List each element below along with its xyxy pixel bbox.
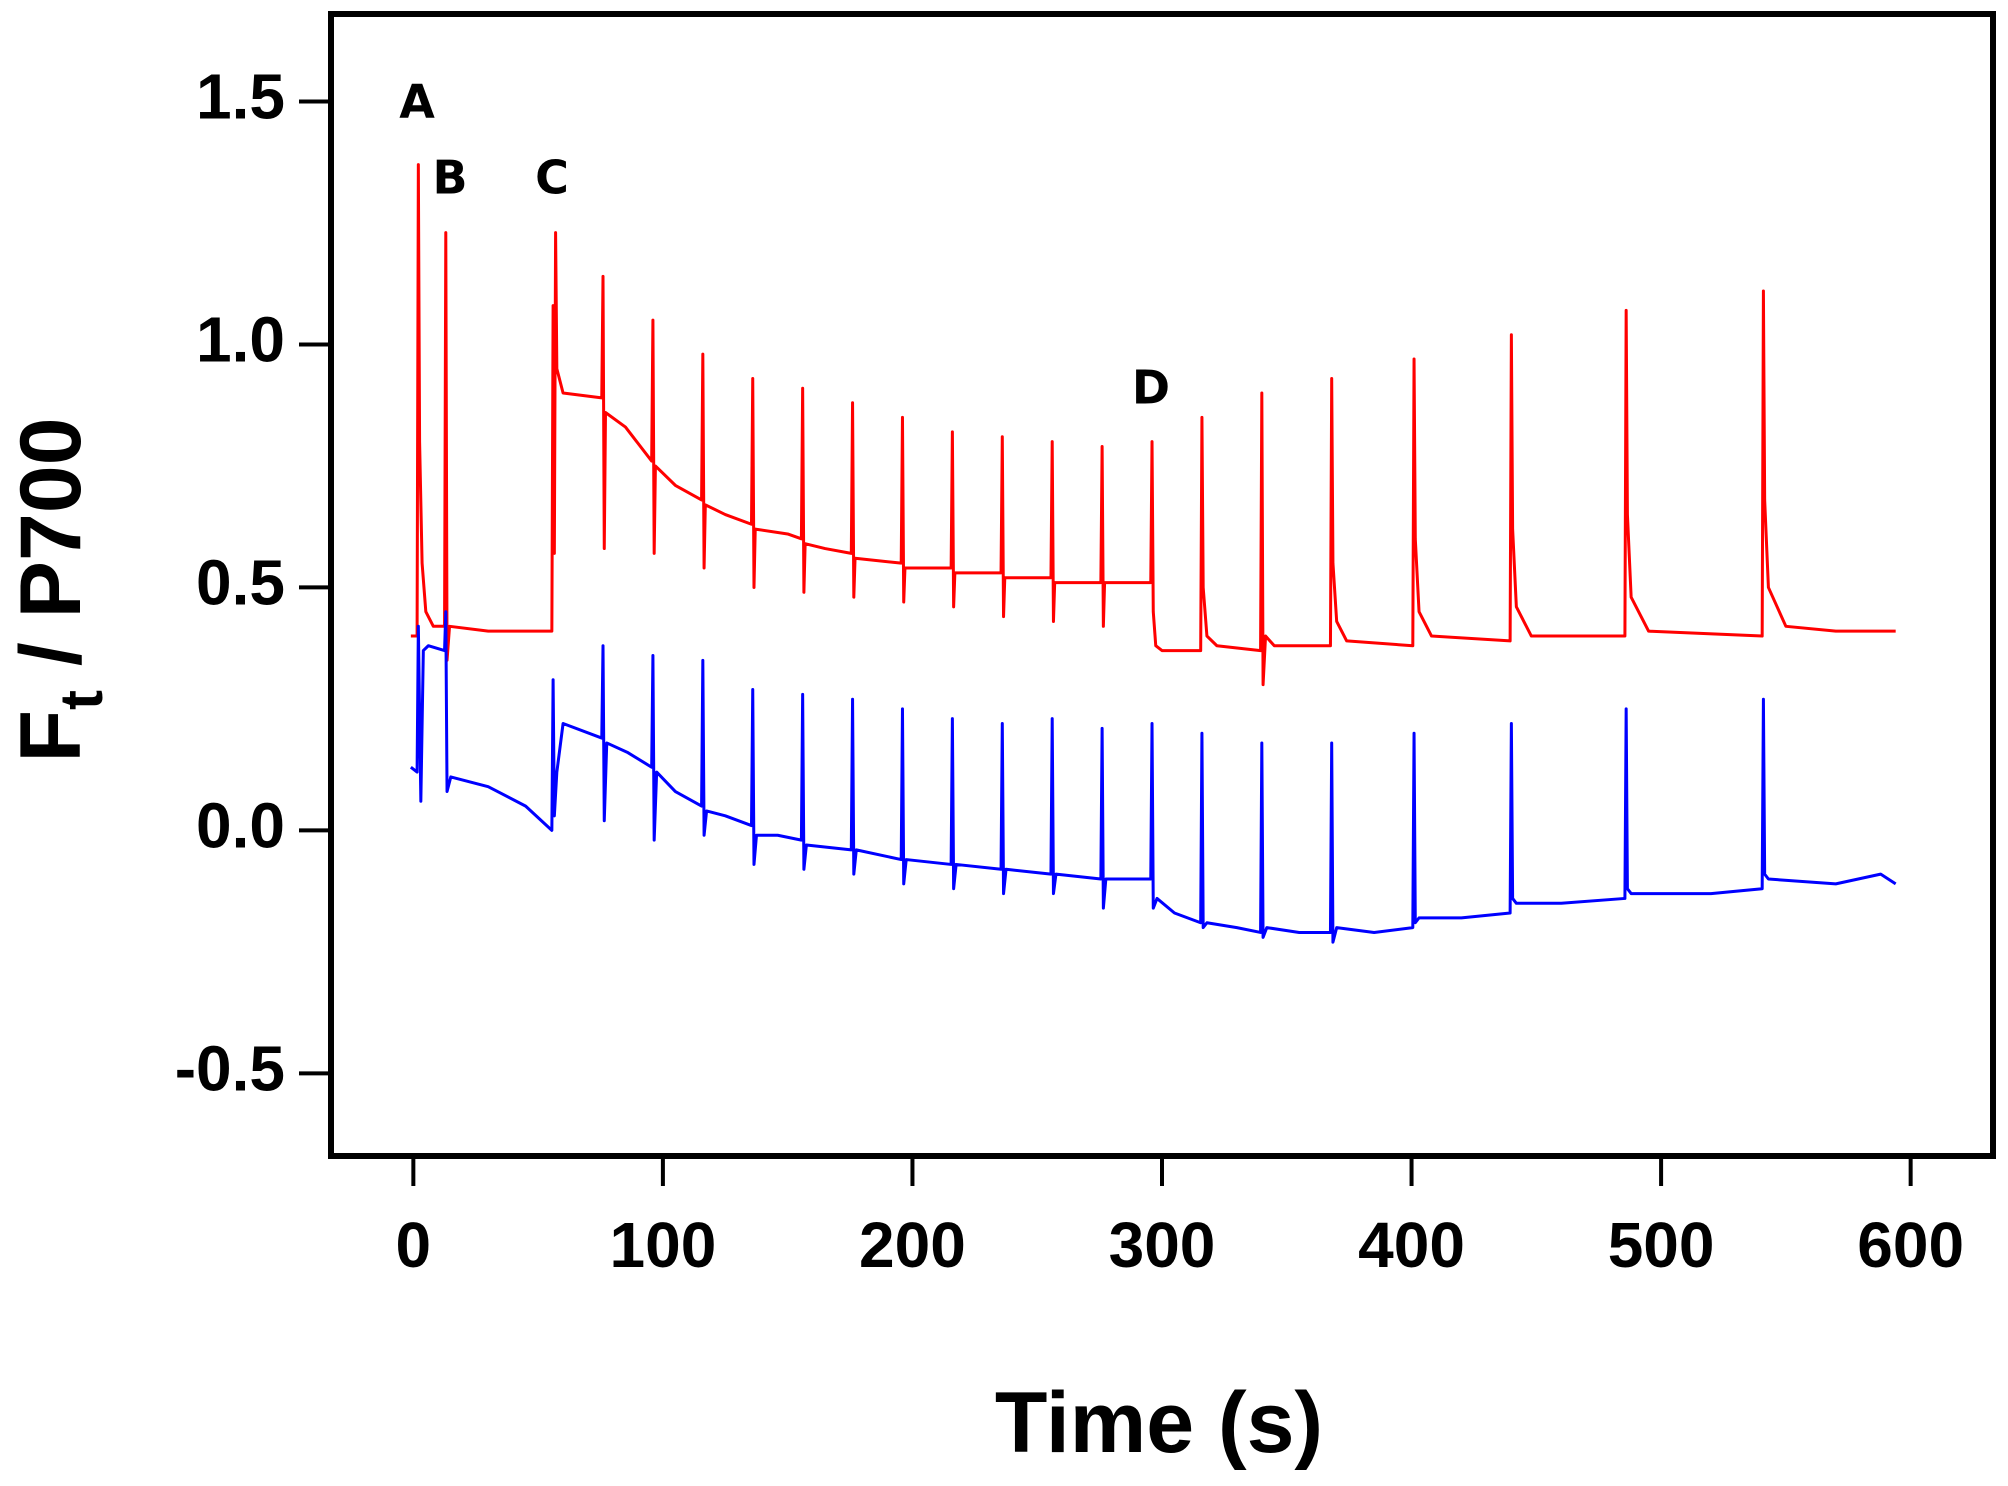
x-tick-label: 400 [1358, 1209, 1465, 1281]
y-tick-label: -0.5 [175, 1032, 285, 1104]
x-tick-label: 600 [1857, 1209, 1964, 1281]
y-axis-title-subscript: t [48, 690, 115, 710]
annotation: B [432, 151, 467, 205]
annotation: A [399, 75, 435, 129]
x-tick-label: 100 [610, 1209, 717, 1281]
x-tick-label: 200 [859, 1209, 966, 1281]
x-axis-title: Time (s) [995, 1375, 1323, 1471]
y-tick-label: 0.0 [196, 789, 285, 861]
plot-frame [328, 11, 1996, 1159]
y-tick-label: 1.0 [196, 303, 285, 375]
data-line [410, 163, 1896, 687]
y-axis-title: Ft / P700 [3, 417, 115, 762]
annotation: C [535, 151, 569, 205]
y-axis-title-base: F [3, 710, 99, 763]
annotation: D [1132, 361, 1170, 415]
y-tick-label: 0.5 [196, 546, 285, 618]
x-tick-label: 300 [1109, 1209, 1216, 1281]
x-tick-label: 500 [1608, 1209, 1715, 1281]
y-axis-title-rest: / P700 [3, 417, 99, 690]
x-tick-label: 0 [396, 1209, 432, 1281]
y-tick-label: 1.5 [196, 60, 285, 132]
data-line [409, 610, 1897, 944]
